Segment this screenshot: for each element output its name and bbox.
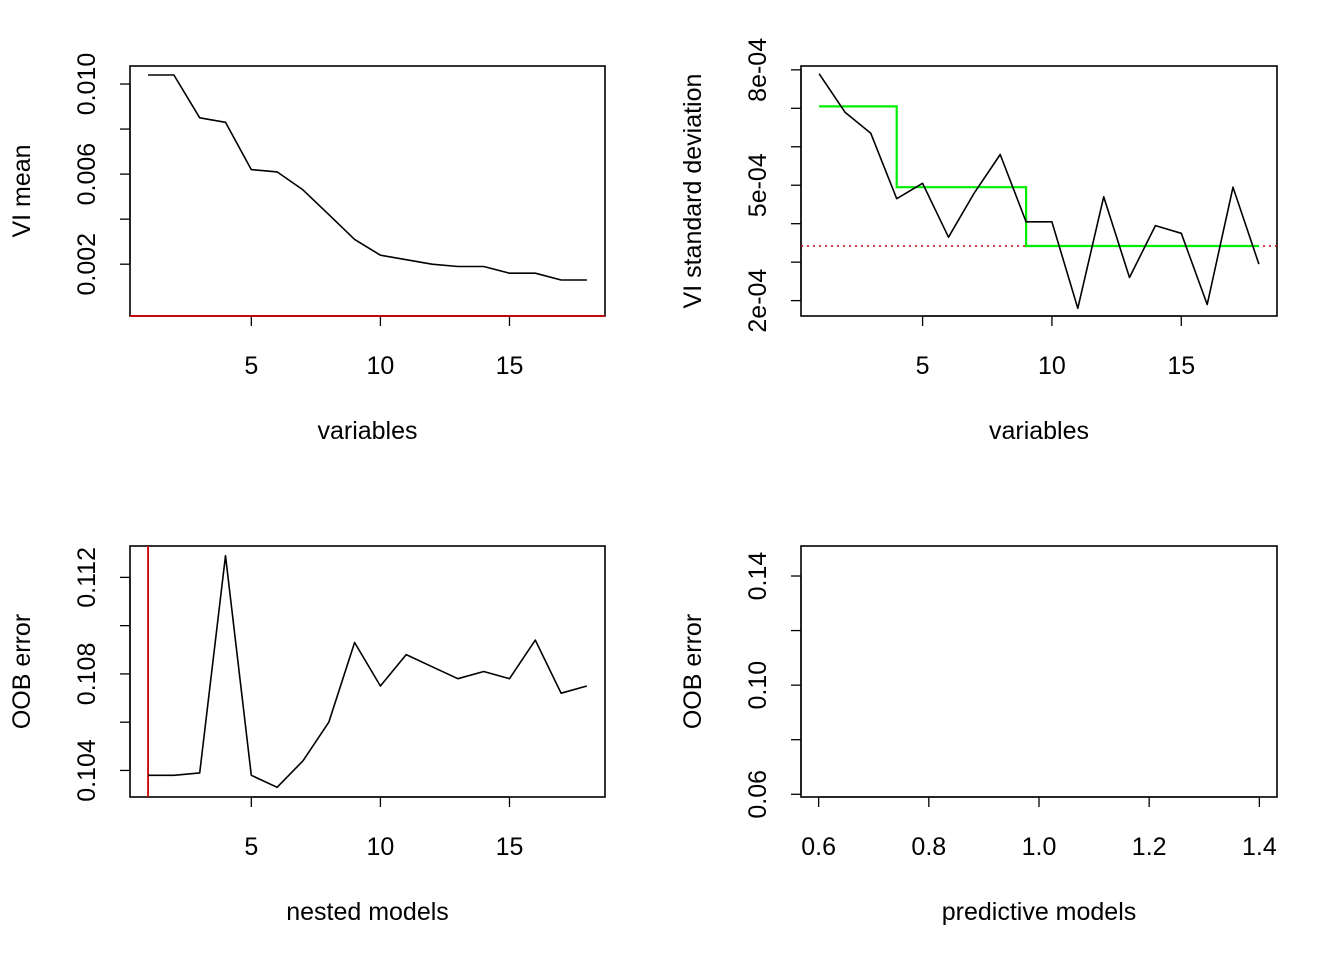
panel-2: 5 10 15 variables 2e-04 5e-04 8e-04 VI standard… bbox=[679, 38, 1278, 445]
panel-4: 0.6 0.8 1.0 1.2 1.4 predictive models 0.06 0.10… bbox=[679, 545, 1278, 926]
plot-frame bbox=[800, 545, 1278, 798]
y-tick-label: 0.006 bbox=[73, 143, 101, 206]
step-fit-line bbox=[819, 105, 1259, 248]
plot-frame bbox=[800, 65, 1278, 317]
x-axis-title: variables bbox=[317, 417, 417, 445]
x-tick-label: 5 bbox=[244, 352, 258, 380]
series-line bbox=[148, 74, 587, 281]
y-axis-title: OOB error bbox=[8, 614, 36, 729]
x-axis: 5 10 15 bbox=[244, 796, 524, 861]
x-axis: 5 10 15 bbox=[916, 315, 1195, 380]
x-axis-title: predictive models bbox=[942, 898, 1137, 926]
y-axis: 2e-04 5e-04 8e-04 bbox=[744, 38, 802, 333]
panel-1: 5 10 15 variables 0.002 0.006 0.010 VI mean bbox=[8, 53, 606, 445]
y-tick-label: 0.010 bbox=[73, 53, 101, 116]
x-tick-label: 0.8 bbox=[911, 833, 946, 861]
x-tick-label: 5 bbox=[916, 352, 930, 380]
plot-frame bbox=[129, 65, 606, 317]
y-axis-title: OOB error bbox=[679, 614, 707, 729]
y-axis: 0.002 0.006 0.010 bbox=[73, 53, 131, 296]
x-tick-label: 5 bbox=[244, 833, 258, 861]
x-tick-label: 10 bbox=[1038, 352, 1066, 380]
y-tick-label: 0.14 bbox=[744, 552, 772, 601]
y-tick-label: 0.002 bbox=[73, 233, 101, 296]
y-axis-title: VI mean bbox=[8, 144, 36, 237]
y-axis-title: VI standard deviation bbox=[679, 74, 707, 309]
y-tick-label: 0.10 bbox=[744, 661, 772, 710]
x-tick-label: 15 bbox=[496, 833, 524, 861]
x-axis: 5 10 15 bbox=[244, 315, 524, 380]
series-line bbox=[818, 73, 1260, 310]
y-tick-label: 0.06 bbox=[744, 770, 772, 819]
y-tick-label: 0.112 bbox=[73, 547, 101, 608]
y-tick-label: 5e-04 bbox=[744, 153, 772, 217]
panel-3: 5 10 15 nested models 0.104 0.108 0.112 OOB err… bbox=[8, 545, 606, 926]
y-tick-label: 8e-04 bbox=[744, 38, 772, 102]
x-tick-label: 1.0 bbox=[1022, 833, 1057, 861]
x-axis: 0.6 0.8 1.0 1.2 1.4 bbox=[801, 796, 1277, 861]
series-line bbox=[148, 554, 588, 789]
x-tick-label: 10 bbox=[367, 833, 395, 861]
x-tick-label: 10 bbox=[367, 352, 395, 380]
x-axis-title: nested models bbox=[286, 898, 449, 926]
x-tick-label: 1.4 bbox=[1242, 833, 1277, 861]
x-tick-label: 15 bbox=[496, 352, 524, 380]
x-tick-label: 15 bbox=[1167, 352, 1195, 380]
y-tick-label: 0.104 bbox=[73, 739, 101, 802]
x-tick-label: 1.2 bbox=[1132, 833, 1167, 861]
y-axis: 0.06 0.10 0.14 bbox=[744, 552, 802, 819]
x-tick-label: 0.6 bbox=[801, 833, 836, 861]
y-tick-label: 2e-04 bbox=[744, 269, 772, 333]
y-axis: 0.104 0.108 0.112 bbox=[73, 547, 131, 802]
x-axis-title: variables bbox=[989, 417, 1089, 445]
y-tick-label: 0.108 bbox=[73, 643, 101, 706]
